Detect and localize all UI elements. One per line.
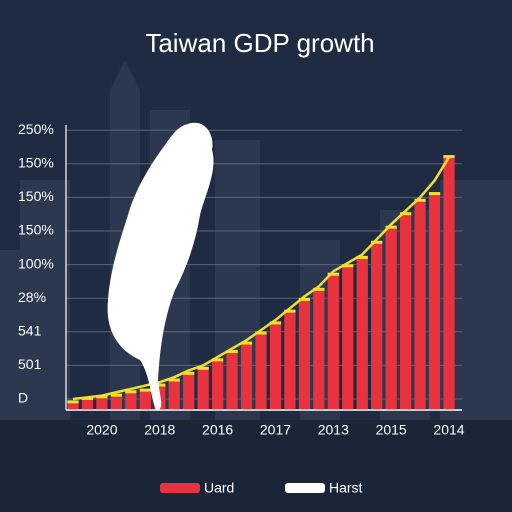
y-tick-label: 100% bbox=[18, 255, 54, 271]
y-tick-label: 541 bbox=[18, 323, 42, 339]
legend-swatch bbox=[285, 483, 325, 493]
bar bbox=[81, 399, 94, 410]
bar bbox=[342, 266, 354, 410]
bar-cap bbox=[183, 371, 195, 375]
bar-cap bbox=[139, 388, 151, 392]
bar-cap bbox=[313, 287, 325, 291]
bar bbox=[356, 257, 368, 410]
bar-cap bbox=[443, 155, 455, 159]
bar-cap bbox=[125, 390, 137, 394]
x-tick-label: 2018 bbox=[144, 422, 175, 438]
bar bbox=[96, 397, 108, 410]
y-tick-label: 150% bbox=[18, 222, 54, 238]
bar-cap bbox=[226, 349, 238, 353]
bar bbox=[414, 200, 426, 410]
bar bbox=[269, 323, 282, 410]
bar bbox=[313, 289, 325, 410]
bar bbox=[385, 227, 397, 410]
x-tick-label: 2015 bbox=[376, 422, 407, 438]
line bbox=[72, 156, 451, 401]
bar-cap bbox=[197, 366, 209, 370]
bar-cap bbox=[414, 198, 426, 202]
plot: D 501 541 28% 100% 150% 150% 150% 250% 2020 2018 20… bbox=[18, 121, 465, 438]
legend-swatch bbox=[160, 483, 200, 493]
y-tick-label: 150% bbox=[18, 155, 54, 171]
x-tick-label: 2013 bbox=[318, 422, 349, 438]
bar bbox=[240, 343, 253, 410]
footer-band bbox=[0, 420, 512, 512]
legend: Uard Harst bbox=[160, 480, 363, 496]
bar-cap bbox=[327, 272, 339, 276]
y-tick-label: 250% bbox=[18, 121, 54, 137]
y-tick-label: D bbox=[18, 390, 28, 406]
bar-cap bbox=[428, 192, 441, 196]
x-tick-label: 2017 bbox=[260, 422, 291, 438]
bar-cap bbox=[371, 240, 383, 244]
bar bbox=[139, 390, 151, 410]
bar-cap bbox=[298, 297, 311, 301]
x-tick-label: 2014 bbox=[433, 422, 464, 438]
y-tick-label: 28% bbox=[18, 289, 46, 305]
bar bbox=[110, 395, 123, 410]
bar-cap bbox=[385, 225, 397, 229]
x-tick-label: 2020 bbox=[86, 422, 117, 438]
bar-cap bbox=[168, 378, 180, 382]
bar-cap bbox=[284, 309, 296, 313]
bar bbox=[371, 242, 383, 410]
bar bbox=[298, 299, 311, 410]
y-tick-label: 150% bbox=[18, 188, 54, 204]
bar bbox=[327, 274, 339, 410]
bar bbox=[211, 360, 224, 410]
bar-cap bbox=[269, 321, 282, 325]
bar-cap bbox=[154, 383, 166, 387]
legend-label: Harst bbox=[329, 480, 363, 496]
bar bbox=[284, 311, 296, 410]
bar-cap bbox=[356, 255, 368, 259]
taiwan-map bbox=[107, 122, 214, 410]
bar bbox=[399, 214, 412, 410]
bar bbox=[255, 333, 267, 410]
legend-label: Uard bbox=[204, 480, 234, 496]
x-tick-label: 2016 bbox=[202, 422, 233, 438]
bar-cap bbox=[342, 264, 354, 268]
bar-cap bbox=[255, 331, 267, 335]
bar bbox=[125, 392, 137, 410]
bar bbox=[168, 380, 180, 410]
bar bbox=[226, 351, 238, 410]
bar bbox=[197, 368, 209, 410]
bar-cap bbox=[399, 212, 412, 216]
bar-cap bbox=[110, 393, 123, 397]
bar bbox=[443, 157, 455, 410]
bar-cap bbox=[211, 358, 224, 362]
bar bbox=[183, 373, 195, 410]
chart-title: Taiwan GDP growth bbox=[145, 28, 374, 58]
bar bbox=[428, 194, 441, 410]
bar bbox=[67, 402, 79, 410]
bar-cap bbox=[240, 341, 253, 345]
bar-cap bbox=[67, 400, 79, 404]
y-tick-label: 501 bbox=[18, 356, 42, 372]
